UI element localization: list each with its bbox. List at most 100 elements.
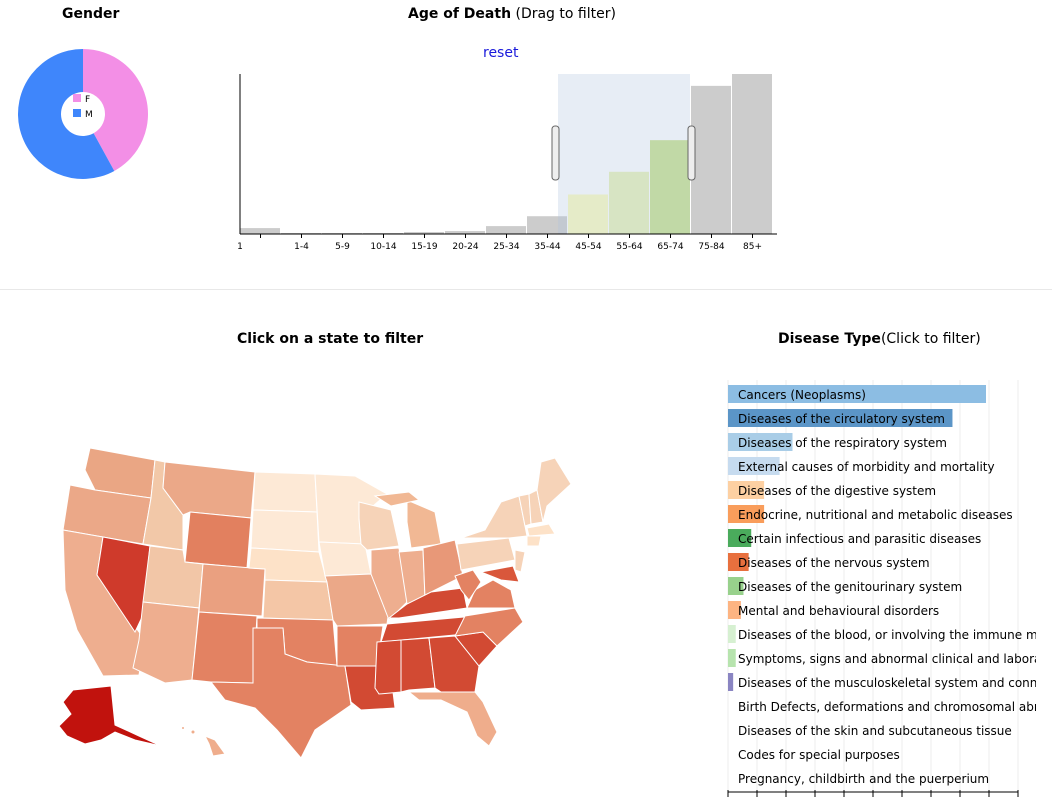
disease-bar[interactable] <box>728 481 765 499</box>
x-tick-label-25-34: 25-34 <box>493 242 519 252</box>
age-bar-20-24[interactable] <box>445 231 485 234</box>
disease-bar[interactable] <box>728 553 749 571</box>
state-michigan-upper[interactable] <box>373 491 421 507</box>
disease-row[interactable]: Pregnancy, childbirth and the puerperium <box>738 772 989 786</box>
disease-bar[interactable] <box>728 433 793 451</box>
legend-swatch-m <box>73 109 81 117</box>
disease-bar[interactable] <box>728 673 734 691</box>
disease-label: Birth Defects, deformations and chromoso… <box>738 700 1052 714</box>
brush-handle-right[interactable] <box>687 125 696 181</box>
gender-slice-m[interactable] <box>18 49 115 179</box>
age-bar-55-64[interactable] <box>609 171 649 234</box>
gender-slice-f[interactable] <box>83 49 148 171</box>
state-mississippi[interactable] <box>374 639 402 695</box>
disease-label: Codes for special purposes <box>738 748 900 762</box>
disease-label: Diseases of the musculoskeletal system a… <box>738 676 1052 690</box>
x-tick-label-10-14: 10-14 <box>370 242 396 252</box>
state-nevada[interactable] <box>96 536 151 634</box>
state-hawaii[interactable] <box>203 735 226 757</box>
disease-bar[interactable] <box>728 625 736 643</box>
state-michigan[interactable] <box>406 499 442 549</box>
state-hawaii-island[interactable] <box>190 729 196 735</box>
disease-row[interactable]: External causes of morbidity and mortali… <box>728 457 995 475</box>
disease-row[interactable]: Diseases of the digestive system <box>728 481 936 499</box>
state-iowa[interactable] <box>318 541 372 577</box>
state-colorado[interactable] <box>198 563 266 617</box>
disease-bar[interactable] <box>728 457 780 475</box>
state-alabama[interactable] <box>400 637 436 693</box>
x-tick-label-65-74: 65-74 <box>657 242 683 252</box>
disease-row[interactable]: Diseases of the respiratory system <box>728 433 947 451</box>
state-south-dakota[interactable] <box>250 509 320 553</box>
state-maryland[interactable] <box>479 565 520 583</box>
disease-bar[interactable] <box>728 385 986 403</box>
disease-bar[interactable] <box>728 409 953 427</box>
disease-row[interactable]: Cancers (Neoplasms) <box>728 385 986 403</box>
state-ohio[interactable] <box>422 539 464 600</box>
disease-label: Diseases of the digestive system <box>738 484 936 498</box>
age-bar-45-54[interactable] <box>568 194 608 234</box>
disease-label: Endocrine, nutritional and metabolic dis… <box>738 508 1013 522</box>
disease-row[interactable]: Diseases of the genitourinary system <box>728 577 962 595</box>
state-florida[interactable] <box>407 691 498 747</box>
disease-bar[interactable] <box>728 601 741 619</box>
state-maine[interactable] <box>536 457 572 523</box>
state-west-virginia[interactable] <box>454 569 482 601</box>
x-tick-label-85+: 85+ <box>743 242 762 252</box>
state-wyoming[interactable] <box>184 511 252 569</box>
age-histogram-chart[interactable]: 1 1-4 5-9 10-14 15-19 20-24 25-34 35-44 45-54 55-… <box>230 70 790 260</box>
brush-handle-left[interactable] <box>551 125 560 181</box>
gender-donut-chart[interactable]: FM <box>14 46 154 186</box>
state-connecticut[interactable] <box>526 535 542 547</box>
legend-label-m: M <box>85 110 93 120</box>
us-states-map[interactable] <box>15 440 585 770</box>
disease-label: Diseases of the blood, or involving the … <box>738 628 1052 642</box>
age-bar-65-74[interactable] <box>650 140 690 234</box>
age-bar-75-84[interactable] <box>691 85 731 234</box>
disease-row[interactable]: Endocrine, nutritional and metabolic dis… <box>728 505 1013 523</box>
x-tick-label-5-9: 5-9 <box>335 242 350 252</box>
age-bar-15-19[interactable] <box>404 232 444 234</box>
disease-row[interactable]: Diseases of the musculoskeletal system a… <box>728 673 1052 691</box>
state-arizona[interactable] <box>132 601 200 684</box>
disease-row[interactable]: Diseases of the nervous system <box>728 553 930 571</box>
state-alaska[interactable] <box>58 685 162 747</box>
disease-row[interactable]: Mental and behavioural disorders <box>728 601 939 619</box>
legend-swatch-f <box>73 94 81 102</box>
age-bar-85+[interactable] <box>732 74 772 234</box>
disease-bar[interactable] <box>728 577 744 595</box>
disease-row[interactable]: Birth Defects, deformations and chromoso… <box>738 700 1052 714</box>
state-pennsylvania[interactable] <box>456 537 516 571</box>
state-new-mexico[interactable] <box>191 611 258 684</box>
disease-row[interactable]: Symptoms, signs and abnormal clinical an… <box>728 649 1052 667</box>
reset-filter-link[interactable]: reset <box>483 45 519 61</box>
age-bar-25-34[interactable] <box>486 226 526 234</box>
disease-row[interactable]: Diseases of the blood, or involving the … <box>728 625 1052 643</box>
state-kansas[interactable] <box>262 579 334 621</box>
age-brush-selection[interactable] <box>558 74 690 234</box>
disease-label: Diseases of the circulatory system <box>738 412 945 426</box>
state-new-jersey[interactable] <box>514 549 526 573</box>
disease-type-chart[interactable]: Cancers (Neoplasms) Diseases of the circu… <box>720 380 1052 797</box>
disease-row[interactable]: Certain infectious and parasitic disease… <box>728 529 981 547</box>
state-massachusetts[interactable] <box>526 523 556 537</box>
disease-bar[interactable] <box>728 529 752 547</box>
x-tick-label-20-24: 20-24 <box>452 242 478 252</box>
disease-label: Symptoms, signs and abnormal clinical an… <box>738 652 1052 666</box>
disease-label: Mental and behavioural disorders <box>738 604 939 618</box>
age-bar-35-44[interactable] <box>527 216 567 234</box>
x-tick-label-35-44: 35-44 <box>534 242 560 252</box>
age-bar-1[interactable] <box>240 228 280 234</box>
disease-row[interactable]: Codes for special purposes <box>738 748 900 762</box>
disease-bar[interactable] <box>728 649 736 667</box>
disease-row[interactable]: Diseases of the circulatory system <box>728 409 953 427</box>
state-new-york[interactable] <box>460 495 528 539</box>
state-texas[interactable] <box>209 627 352 759</box>
disease-bar[interactable] <box>728 505 765 523</box>
x-tick-label-1-4: 1-4 <box>294 242 309 252</box>
state-wisconsin[interactable] <box>358 501 400 551</box>
state-hawaii-island[interactable] <box>181 726 185 730</box>
disease-row[interactable]: Diseases of the skin and subcutaneous ti… <box>738 724 1012 738</box>
disease-label: External causes of morbidity and mortali… <box>738 460 995 474</box>
state-north-dakota[interactable] <box>252 471 318 513</box>
